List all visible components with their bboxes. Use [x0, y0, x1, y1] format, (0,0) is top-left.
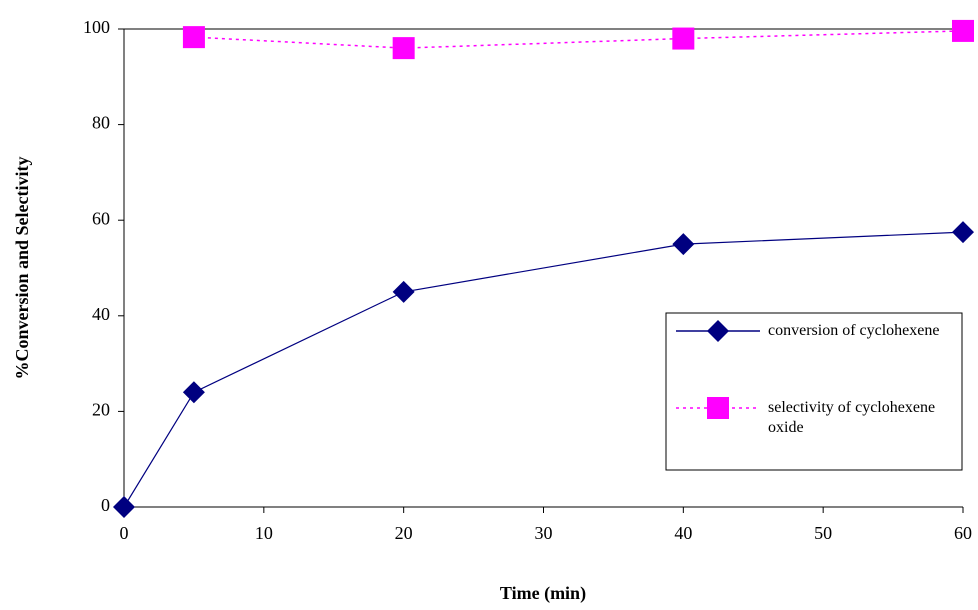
marker [393, 281, 415, 303]
y-tick-label: 20 [92, 400, 110, 420]
marker [393, 37, 415, 59]
y-tick-label: 0 [101, 495, 110, 515]
y-tick-label: 80 [92, 113, 110, 133]
x-tick-label: 50 [814, 523, 832, 543]
marker [672, 233, 694, 255]
x-axis-label: Time (min) [500, 583, 586, 604]
y-tick-label: 40 [92, 304, 110, 324]
y-tick-label: 60 [92, 208, 110, 228]
marker [952, 221, 974, 243]
marker [183, 26, 205, 48]
y-tick-label: 100 [83, 17, 110, 37]
series-line [194, 31, 963, 48]
y-axis-label: %Conversion and Selectivity [12, 157, 32, 380]
x-tick-label: 30 [535, 523, 553, 543]
marker [672, 28, 694, 50]
page: %Conversion and Selectivity Time (min) 0… [0, 0, 978, 610]
x-tick-label: 0 [120, 523, 129, 543]
legend-label: selectivity of cyclohexene oxide [768, 398, 958, 438]
marker [707, 397, 729, 419]
marker [952, 20, 974, 42]
chart: %Conversion and Selectivity Time (min) 0… [0, 0, 978, 610]
legend-label: conversion of cyclohexene [768, 321, 958, 341]
x-tick-label: 20 [395, 523, 413, 543]
x-tick-label: 40 [674, 523, 692, 543]
marker [113, 496, 135, 518]
x-tick-label: 60 [954, 523, 972, 543]
marker [183, 381, 205, 403]
x-tick-label: 10 [255, 523, 273, 543]
